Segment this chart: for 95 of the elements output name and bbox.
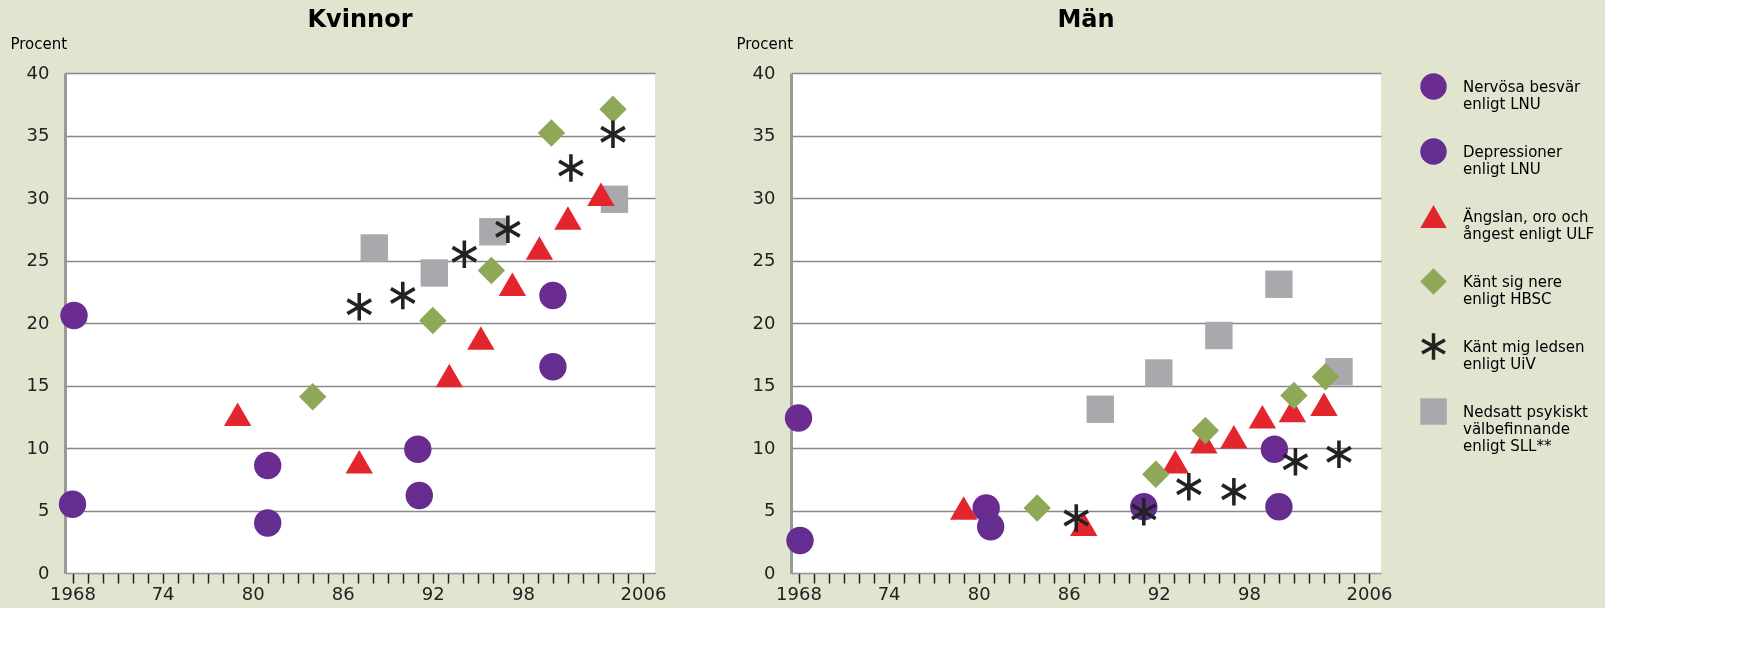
point bbox=[345, 449, 373, 474]
point bbox=[786, 526, 814, 555]
chart-title: Kvinnor bbox=[307, 5, 413, 33]
legend-label: Depressioner enligt LNU bbox=[1463, 142, 1564, 178]
point bbox=[1221, 478, 1247, 506]
point bbox=[1280, 381, 1308, 410]
point bbox=[1282, 448, 1309, 476]
y-tick-label: 0 bbox=[764, 561, 776, 583]
x-tick-label: 74 bbox=[877, 582, 901, 604]
point bbox=[1023, 494, 1051, 522]
y-axis-title: Procent bbox=[10, 34, 68, 53]
y-tick-label: 40 bbox=[752, 61, 776, 83]
point bbox=[539, 353, 567, 381]
y-tick-label: 35 bbox=[752, 124, 776, 145]
x-tick-label: 1968 bbox=[776, 582, 822, 604]
y-tick-label: 30 bbox=[752, 186, 776, 208]
y-tick-label: 30 bbox=[26, 186, 50, 208]
legend-label: Nedsatt psykiskt välbefinnande enligt SLL** bbox=[1463, 402, 1589, 455]
legend-label: Nervösa besvär enligt LNU bbox=[1463, 77, 1582, 113]
point bbox=[253, 451, 282, 480]
legend-label: Ängslan, oro och ångest enligt ULF bbox=[1463, 206, 1595, 243]
point bbox=[539, 281, 567, 310]
point bbox=[1220, 424, 1248, 449]
point bbox=[223, 402, 252, 427]
chart-title: Män bbox=[1057, 5, 1115, 33]
x-tick-label: 2006 bbox=[620, 582, 667, 604]
point bbox=[1265, 493, 1293, 521]
point bbox=[299, 383, 327, 411]
x-tick-label: 74 bbox=[151, 582, 175, 604]
y-tick-label: 20 bbox=[752, 311, 776, 333]
point bbox=[537, 119, 566, 147]
y-tick-label: 10 bbox=[26, 436, 50, 458]
y-tick-label: 40 bbox=[26, 61, 50, 83]
point bbox=[498, 272, 527, 297]
point bbox=[60, 301, 88, 330]
x-tick-label: 86 bbox=[331, 582, 355, 604]
point bbox=[1260, 435, 1289, 463]
point bbox=[525, 236, 554, 260]
point bbox=[1310, 392, 1338, 417]
y-tick-label: 5 bbox=[38, 499, 50, 520]
point bbox=[360, 234, 388, 262]
y-tick-label: 5 bbox=[764, 499, 776, 520]
point bbox=[58, 490, 87, 518]
point bbox=[554, 206, 582, 230]
point bbox=[495, 215, 521, 243]
y-tick-label: 0 bbox=[38, 561, 50, 583]
point bbox=[1248, 404, 1277, 429]
point bbox=[558, 154, 584, 182]
x-tick-label: 80 bbox=[241, 582, 265, 604]
x-tick-label: 98 bbox=[511, 582, 535, 604]
point bbox=[1142, 460, 1170, 488]
y-tick-label: 20 bbox=[26, 311, 50, 333]
y-tick-label: 25 bbox=[752, 249, 776, 270]
legend-label: Känt sig nere enligt HBSC bbox=[1463, 272, 1562, 308]
y-tick-label: 15 bbox=[752, 374, 776, 395]
point bbox=[451, 240, 478, 268]
x-tick-label: 92 bbox=[421, 582, 445, 604]
point bbox=[404, 435, 432, 463]
x-tick-label: 86 bbox=[1057, 582, 1081, 604]
point bbox=[587, 182, 615, 207]
point bbox=[1131, 498, 1157, 526]
point bbox=[784, 404, 813, 432]
x-tick-label: 92 bbox=[1147, 582, 1171, 604]
point bbox=[477, 256, 506, 285]
y-tick-label: 10 bbox=[752, 436, 776, 458]
point bbox=[1265, 270, 1293, 298]
point bbox=[346, 293, 372, 321]
point bbox=[1063, 504, 1089, 532]
x-tick-label: 2006 bbox=[1346, 582, 1393, 604]
y-tick-label: 15 bbox=[26, 374, 50, 395]
point bbox=[390, 281, 416, 310]
x-tick-label: 98 bbox=[1237, 582, 1261, 604]
point bbox=[976, 513, 1005, 541]
point bbox=[599, 95, 627, 123]
point bbox=[1176, 473, 1202, 501]
x-tick-label: 80 bbox=[967, 582, 991, 604]
point bbox=[1311, 363, 1340, 391]
point bbox=[435, 363, 464, 388]
point bbox=[467, 326, 495, 350]
point bbox=[405, 481, 433, 510]
y-axis-title: Procent bbox=[736, 34, 794, 53]
x-tick-label: 1968 bbox=[50, 582, 96, 604]
point bbox=[1205, 321, 1233, 350]
point bbox=[1326, 440, 1352, 468]
point bbox=[600, 120, 626, 148]
point bbox=[419, 306, 447, 335]
point bbox=[253, 509, 282, 537]
point bbox=[1086, 395, 1114, 423]
point bbox=[420, 259, 449, 287]
y-tick-label: 35 bbox=[26, 124, 50, 145]
point bbox=[1145, 359, 1173, 387]
legend-label: Känt mig ledsen enligt UiV bbox=[1463, 337, 1585, 373]
point bbox=[949, 496, 978, 520]
y-tick-label: 25 bbox=[26, 249, 50, 270]
point bbox=[1191, 416, 1220, 445]
